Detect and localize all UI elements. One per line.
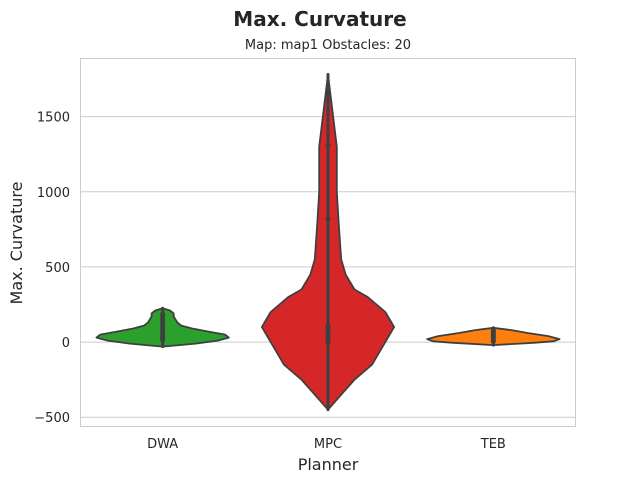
data-point <box>160 311 166 317</box>
y-tick-label: −500 <box>34 411 70 426</box>
x-axis-label: Planner <box>298 455 359 474</box>
violin-marks <box>95 73 561 412</box>
violin-dwa <box>95 306 230 349</box>
y-axis-label: Max. Curvature <box>7 182 26 305</box>
data-point <box>325 323 331 329</box>
y-ticks: −500 0 500 1000 1500 <box>34 111 70 427</box>
plot-frame <box>80 58 576 427</box>
data-point <box>325 216 331 222</box>
violin-teb <box>426 326 561 347</box>
y-tick-label: 1000 <box>37 186 70 201</box>
x-ticks: DWA MPC TEB <box>147 437 506 452</box>
y-tick-label: 0 <box>62 336 70 351</box>
y-tick-label: 500 <box>45 261 70 276</box>
data-point <box>490 328 496 334</box>
x-tick-label: DWA <box>147 437 178 452</box>
data-point <box>325 142 331 148</box>
chart-subtitle: Map: map1 Obstacles: 20 <box>245 38 411 53</box>
chart-title: Max. Curvature <box>233 7 406 31</box>
violin-mpc <box>261 73 395 412</box>
x-tick-label: MPC <box>314 437 342 452</box>
y-tick-label: 1500 <box>37 111 70 126</box>
x-tick-label: TEB <box>480 437 506 452</box>
